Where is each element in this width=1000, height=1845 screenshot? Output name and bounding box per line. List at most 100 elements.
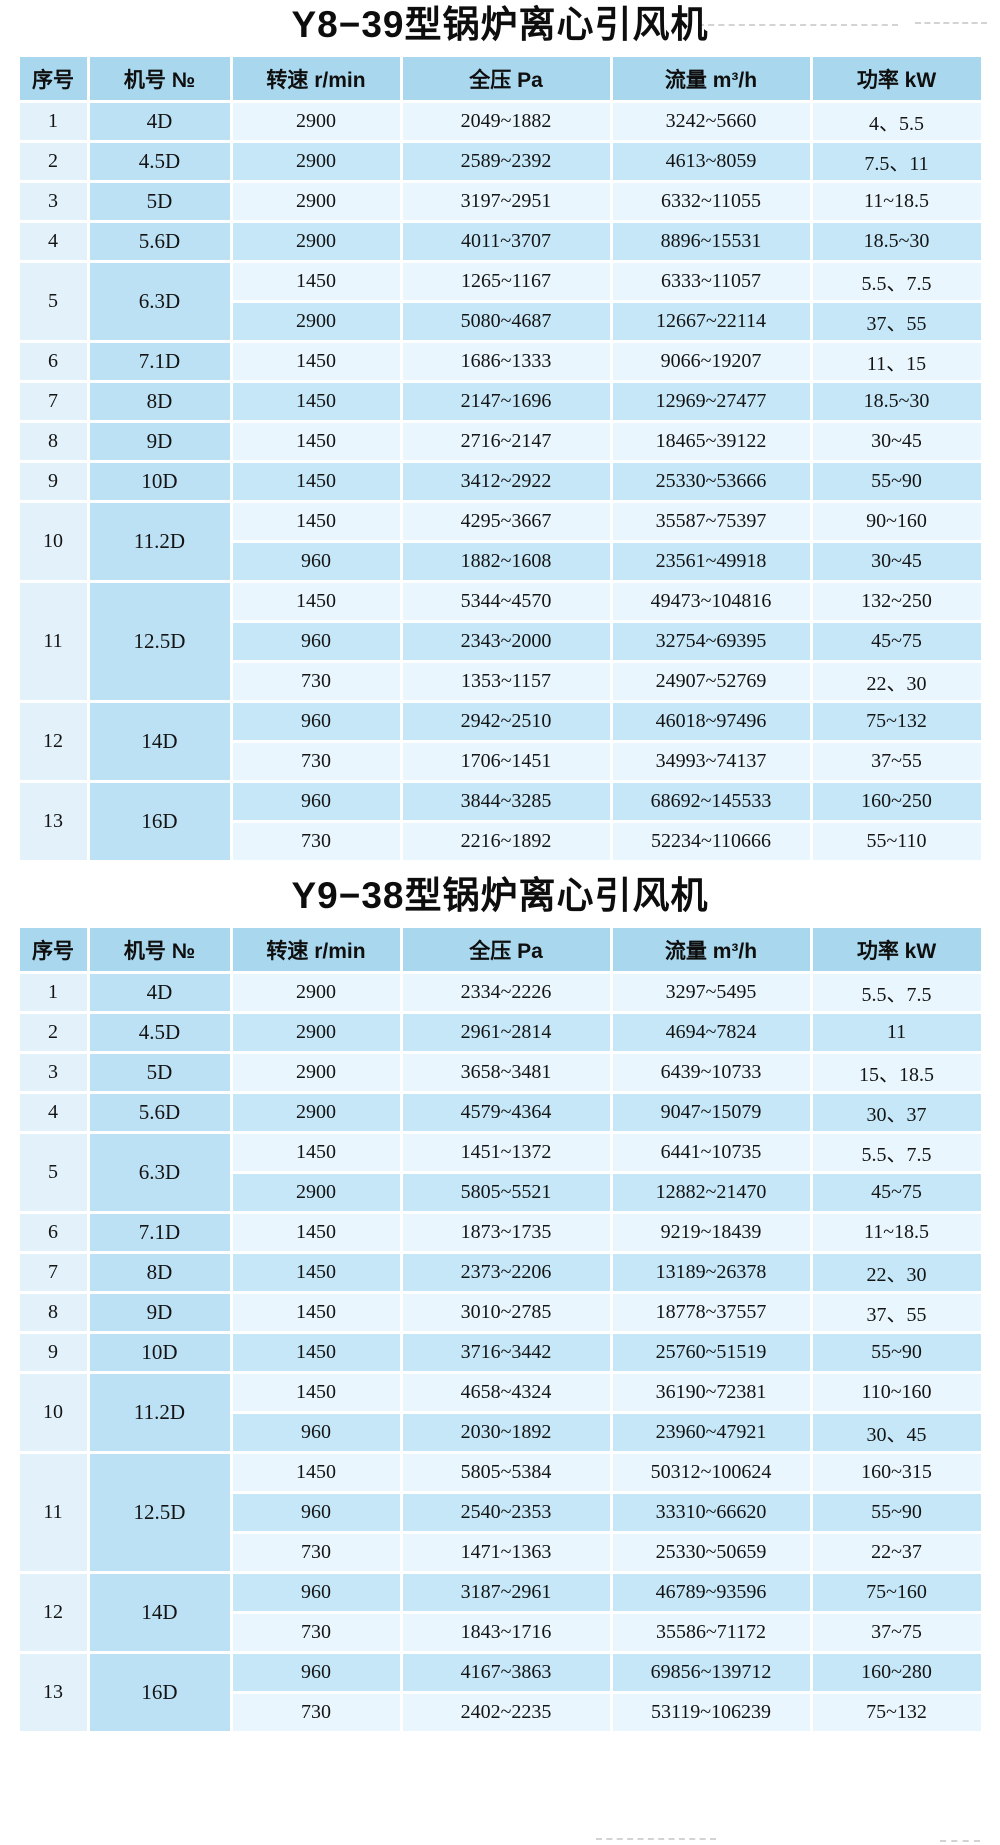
flow-cell: 12667~22114 [609, 300, 813, 343]
pressure-cell: 4579~4364 [399, 1091, 613, 1134]
pressure-cell: 1353~1157 [399, 660, 613, 703]
speed-cell: 1450 [229, 1451, 403, 1494]
serial-cell: 12 [16, 1571, 90, 1654]
table-row: 730 1471~1363 25330~50659 22~37 [18, 1531, 984, 1574]
serial-cell: 11 [16, 580, 90, 703]
model-cell: 7.1D [86, 1211, 233, 1254]
pressure-cell: 2147~1696 [399, 380, 613, 423]
flow-cell: 46018~97496 [609, 700, 813, 743]
power-cell: 55~90 [809, 1491, 984, 1534]
model-header: 机号 № [86, 925, 233, 974]
flow-cell: 4694~7824 [609, 1011, 813, 1054]
power-cell: 30~45 [809, 420, 984, 463]
serial-cell: 9 [16, 1331, 90, 1374]
model-cell: 11.2D [86, 500, 233, 583]
speed-cell: 730 [229, 820, 403, 863]
table-row: 730 2216~1892 52234~110666 55~110 [18, 820, 984, 863]
pressure-cell: 3844~3285 [399, 780, 613, 823]
model-cell: 4D [86, 100, 233, 143]
power-cell: 160~250 [809, 780, 984, 823]
table-row: 10 11.2D 1450 4658~4324 36190~72381 110~160 [16, 1371, 984, 1454]
table-row: 7 8D 1450 2147~1696 12969~27477 18.5~30 [16, 380, 984, 423]
table-title-y8-39: Y8−39型锅炉离心引风机 [291, 4, 709, 45]
power-cell: 37、55 [809, 1291, 984, 1334]
power-cell: 55~90 [809, 1331, 984, 1374]
model-cell: 5.6D [86, 220, 233, 263]
power-cell: 11~18.5 [809, 180, 984, 223]
model-cell: 11.2D [86, 1371, 233, 1454]
power-cell: 7.5、11 [809, 140, 984, 183]
model-cell: 12.5D [86, 1451, 233, 1574]
pressure-cell: 2373~2206 [399, 1251, 613, 1294]
power-header: 功率 kW [809, 925, 984, 974]
flow-cell: 36190~72381 [609, 1371, 813, 1414]
speed-cell: 730 [229, 660, 403, 703]
flow-cell: 23960~47921 [609, 1411, 813, 1454]
pressure-cell: 1706~1451 [399, 740, 613, 783]
table-row: 960 1882~1608 23561~49918 30~45 [18, 540, 984, 583]
pressure-cell: 2049~1882 [399, 100, 613, 143]
serial-cell: 1 [16, 100, 90, 143]
speed-cell: 960 [229, 540, 403, 583]
table-row: 8 9D 1450 2716~2147 18465~39122 30~45 [16, 420, 984, 463]
power-cell: 11 [809, 1011, 984, 1054]
flow-cell: 25760~51519 [609, 1331, 813, 1374]
speed-cell: 2900 [229, 220, 403, 263]
flow-cell: 18465~39122 [609, 420, 813, 463]
serial-cell: 2 [16, 140, 90, 183]
power-cell: 15、18.5 [809, 1051, 984, 1094]
serial-cell: 8 [16, 1291, 90, 1334]
speed-cell: 960 [229, 1571, 403, 1614]
power-cell: 132~250 [809, 580, 984, 623]
table-row: 2900 5080~4687 12667~22114 37、55 [18, 300, 984, 343]
flow-cell: 33310~66620 [609, 1491, 813, 1534]
pressure-cell: 1451~1372 [399, 1131, 613, 1174]
table-row: 2900 5805~5521 12882~21470 45~75 [18, 1171, 984, 1214]
model-cell: 6.3D [86, 260, 233, 343]
serial-cell: 12 [16, 700, 90, 783]
model-cell: 8D [86, 1251, 233, 1294]
table-row: 730 1706~1451 34993~74137 37~55 [18, 740, 984, 783]
serial-cell: 8 [16, 420, 90, 463]
speed-cell: 1450 [229, 1371, 403, 1414]
table-header: 序号 机号 № 转速 r/min 全压 Pa 流量 m³/h 功率 kW [16, 925, 984, 974]
serial-cell: 9 [16, 460, 90, 503]
power-cell: 5.5、7.5 [809, 1131, 984, 1174]
speed-cell: 2900 [229, 140, 403, 183]
pressure-cell: 3412~2922 [399, 460, 613, 503]
power-cell: 110~160 [809, 1371, 984, 1414]
serial-cell: 7 [16, 1251, 90, 1294]
pressure-cell: 4658~4324 [399, 1371, 613, 1414]
model-cell: 5D [86, 180, 233, 223]
power-cell: 55~90 [809, 460, 984, 503]
scan-smudge [940, 1840, 980, 1842]
speed-cell: 2900 [229, 180, 403, 223]
fan-spec-table-y8-39: 序号 机号 № 转速 r/min 全压 Pa 流量 m³/h 功率 kW 1 4D 2900 2… [16, 54, 984, 863]
speed-cell: 960 [229, 620, 403, 663]
table-body: 1 4D 2900 2334~2226 3297~5495 5.5、7.5 2 4.5D 290… [16, 971, 984, 1734]
pressure-cell: 2961~2814 [399, 1011, 613, 1054]
table-row: 2 4.5D 2900 2961~2814 4694~7824 11 [16, 1011, 984, 1054]
flow-cell: 8896~15531 [609, 220, 813, 263]
model-cell: 5.6D [86, 1091, 233, 1134]
flow-cell: 6333~11057 [609, 260, 813, 303]
speed-cell: 960 [229, 700, 403, 743]
pressure-header: 全压 Pa [399, 925, 613, 974]
pressure-cell: 2334~2226 [399, 971, 613, 1014]
serial-cell: 3 [16, 1051, 90, 1094]
flow-cell: 18778~37557 [609, 1291, 813, 1334]
table-row: 730 1843~1716 35586~71172 37~75 [18, 1611, 984, 1654]
model-cell: 16D [86, 1651, 233, 1734]
power-cell: 18.5~30 [809, 220, 984, 263]
pressure-cell: 2716~2147 [399, 420, 613, 463]
table-row: 1 4D 2900 2334~2226 3297~5495 5.5、7.5 [16, 971, 984, 1014]
pressure-cell: 1873~1735 [399, 1211, 613, 1254]
flow-cell: 25330~50659 [609, 1531, 813, 1574]
flow-cell: 13189~26378 [609, 1251, 813, 1294]
power-cell: 37~55 [809, 740, 984, 783]
speed-cell: 1450 [229, 380, 403, 423]
power-cell: 160~280 [809, 1651, 984, 1694]
table-row: 9 10D 1450 3412~2922 25330~53666 55~90 [16, 460, 984, 503]
power-cell: 55~110 [809, 820, 984, 863]
pressure-cell: 5805~5384 [399, 1451, 613, 1494]
